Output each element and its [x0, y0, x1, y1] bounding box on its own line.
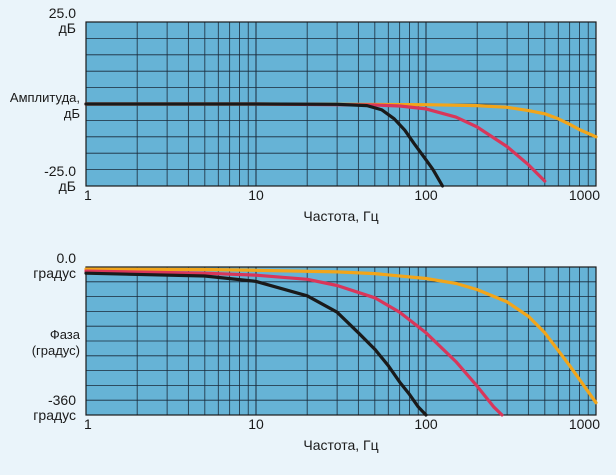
y-max-value: 25.0 — [49, 5, 76, 21]
x-tick-label: 100 — [414, 416, 438, 432]
x-tick-label: 10 — [248, 416, 264, 432]
x-tick-label: 1000 — [569, 416, 600, 432]
y-min-unit: градус — [33, 407, 76, 423]
x-axis-label: Частота, Гц — [303, 208, 378, 224]
y-axis-label: Фаза (градус) — [32, 327, 81, 358]
y-axis-label-line: (градус) — [32, 343, 80, 358]
x-tick-label: 100 — [414, 187, 438, 203]
y-min-unit: дБ — [59, 178, 76, 194]
plot-frame — [85, 266, 597, 416]
y-min-value: -360 — [48, 392, 76, 408]
y-max-unit: градус — [33, 265, 76, 281]
y-min-value: -25.0 — [44, 163, 76, 179]
y-axis-label: Амплитуда, дБ — [10, 90, 80, 121]
y-axis-label-line: дБ — [64, 106, 80, 121]
y-axis-label-line: Амплитуда, — [10, 90, 80, 105]
y-max-unit: дБ — [59, 20, 76, 36]
y-min-label: -360 градус — [33, 392, 76, 423]
x-tick-label: 1 — [84, 187, 92, 203]
y-max-label: 0.0 градус — [33, 250, 76, 281]
series-line — [84, 271, 428, 417]
x-tick-label: 1 — [84, 416, 92, 432]
series-line — [84, 267, 598, 405]
x-axis-label: Частота, Гц — [303, 437, 378, 453]
y-min-label: -25.0 дБ — [44, 163, 76, 194]
y-max-label: 25.0 дБ — [49, 5, 76, 36]
series-line — [84, 102, 445, 188]
y-max-value: 0.0 — [57, 250, 77, 266]
y-axis-label-line: Фаза — [50, 327, 81, 342]
x-tick-label: 10 — [248, 187, 264, 203]
series-line — [84, 269, 504, 417]
x-tick-label: 1000 — [569, 187, 600, 203]
grid — [86, 267, 596, 415]
